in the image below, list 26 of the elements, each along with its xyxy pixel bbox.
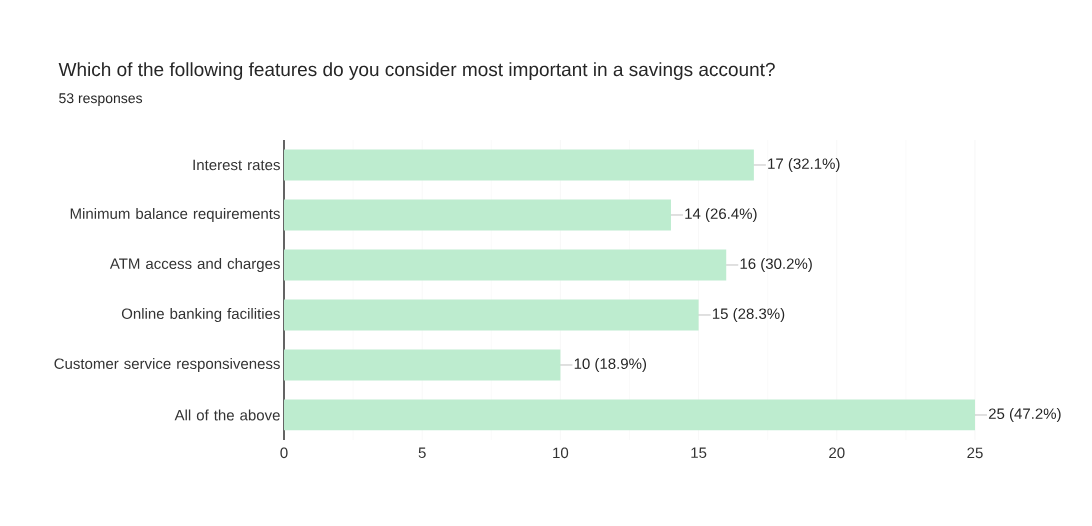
y-tick-label: Interest rates: [193, 159, 280, 171]
bar: [284, 149, 754, 181]
data-label: 10 (18.9%): [574, 358, 647, 372]
y-tick-label: All of the above: [174, 409, 280, 421]
data-label: 16 (30.2%): [740, 258, 812, 272]
data-label: 15 (28.3%): [712, 308, 785, 322]
bar: [284, 399, 975, 431]
data-label: 17 (32.1%): [768, 158, 840, 172]
data-label: 14 (26.4%): [685, 208, 757, 222]
chart-title: Which of the following features do you consider most important in a savings account?: [58, 62, 775, 80]
x-tick-label: 20: [829, 447, 845, 459]
bar: [284, 199, 671, 231]
data-label: 25 (47.2%): [988, 408, 1061, 422]
x-tick-label: 10: [553, 447, 569, 459]
y-tick-label: ATM access and charges: [109, 258, 280, 272]
bar: [284, 249, 727, 281]
bar: [284, 349, 561, 381]
bar: [284, 299, 699, 331]
y-tick-label: Online banking facilities: [121, 308, 280, 322]
x-tick-label: 25: [967, 447, 983, 459]
x-tick-label: 5: [418, 447, 426, 458]
y-tick-label: Minimum balance requirements: [70, 208, 280, 222]
x-tick-label: 15: [691, 447, 707, 458]
x-tick-label: 0: [280, 447, 288, 459]
y-tick-label: Customer service responsiveness: [54, 358, 280, 372]
text: 53 responses: [59, 93, 143, 106]
